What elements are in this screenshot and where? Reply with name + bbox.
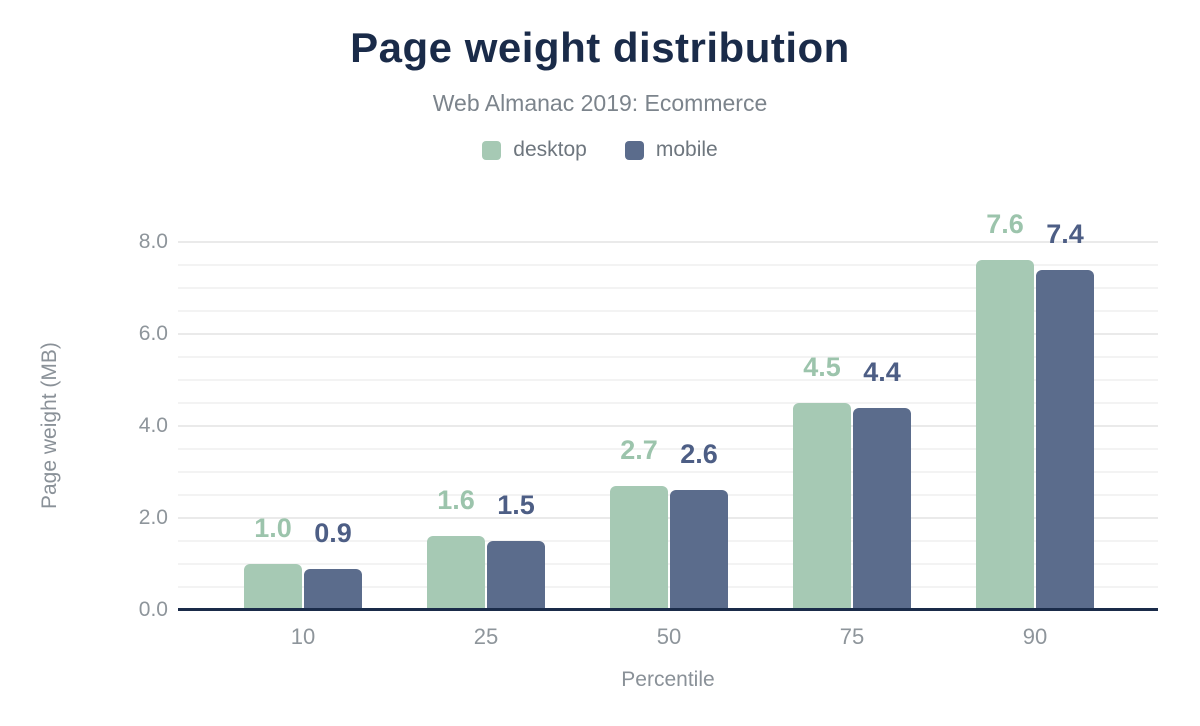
bar-value-desktop-p10: 1.0 bbox=[254, 513, 292, 543]
bar-value-desktop-p90: 7.6 bbox=[986, 209, 1024, 240]
chart-subtitle: Web Almanac 2019: Ecommerce bbox=[432, 90, 768, 116]
bar-value-mobile-p10: 0.9 bbox=[314, 517, 352, 548]
gridline-6.5 bbox=[178, 310, 1158, 312]
gridline-5.5 bbox=[178, 356, 1158, 358]
legend-item-mobile[interactable]: mobile bbox=[624, 138, 718, 162]
gridline-3.0 bbox=[178, 471, 1158, 473]
bar-desktop-p90[interactable] bbox=[976, 260, 1034, 610]
gridline-4.0 bbox=[178, 425, 1158, 427]
x-axis-line bbox=[178, 608, 1158, 611]
gridline-2.0 bbox=[178, 517, 1158, 519]
bar-desktop-p10[interactable] bbox=[244, 564, 302, 610]
x-tick-label-75: 75 bbox=[839, 624, 865, 649]
bar-desktop-p50[interactable] bbox=[610, 485, 668, 610]
gridline-5.0 bbox=[178, 379, 1158, 381]
bar-mobile-p25[interactable] bbox=[487, 541, 545, 610]
chart-title: Page weight distribution bbox=[350, 24, 850, 71]
bar-mobile-p90[interactable] bbox=[1036, 269, 1094, 610]
bar-mobile-p50[interactable] bbox=[670, 490, 728, 610]
x-tick-label-90: 90 bbox=[1022, 624, 1048, 649]
bar-value-desktop-p25: 1.6 bbox=[437, 485, 475, 516]
legend-swatch-desktop-icon bbox=[482, 140, 502, 160]
bar-value-mobile-p25: 1.5 bbox=[497, 490, 535, 520]
legend-swatch-mobile-icon bbox=[624, 140, 644, 160]
bar-value-mobile-p75: 4.4 bbox=[863, 356, 901, 387]
gridline-4.5 bbox=[178, 402, 1158, 404]
gridline-7.0 bbox=[178, 287, 1158, 289]
bar-desktop-p25[interactable] bbox=[427, 536, 485, 610]
gridline-8.0 bbox=[178, 241, 1158, 243]
bar-value-mobile-p90: 7.4 bbox=[1046, 218, 1084, 249]
legend-label-desktop: desktop bbox=[513, 138, 587, 161]
x-tick-label-10: 10 bbox=[290, 624, 316, 649]
gridline-1.5 bbox=[178, 540, 1158, 542]
gridline-1.0 bbox=[178, 563, 1158, 565]
gridline-6.0 bbox=[178, 333, 1158, 335]
y-tick-label-8.0: 8.0 bbox=[138, 230, 168, 253]
x-tick-label-50: 50 bbox=[656, 624, 682, 649]
y-axis-title: Page weight (MB) bbox=[38, 342, 61, 510]
bar-mobile-p75[interactable] bbox=[853, 407, 911, 610]
y-tick-label-0.0: 0.0 bbox=[138, 598, 168, 621]
plot-area: 0.0 2.0 4.0 6.0 8.0 1.0 0.9 10 1.6 1.5 25 2.7 2.6 50 4… bbox=[139, 190, 1158, 649]
bar-value-mobile-p50: 2.6 bbox=[680, 439, 718, 470]
x-axis-title: Percentile bbox=[621, 668, 715, 691]
bar-value-desktop-p50: 2.7 bbox=[620, 434, 658, 465]
y-tick-label-4.0: 4.0 bbox=[138, 414, 168, 437]
bar-desktop-p75[interactable] bbox=[793, 403, 851, 610]
gridline-0.5 bbox=[178, 586, 1158, 588]
gridline-2.5 bbox=[178, 494, 1158, 496]
y-tick-label-6.0: 6.0 bbox=[138, 322, 168, 345]
gridline-7.5 bbox=[178, 264, 1158, 266]
y-tick-label-2.0: 2.0 bbox=[138, 506, 168, 529]
bar-mobile-p10[interactable] bbox=[304, 568, 362, 610]
chart-legend: desktop mobile bbox=[0, 138, 1200, 162]
legend-item-desktop[interactable]: desktop bbox=[482, 138, 587, 162]
gridline-3.5 bbox=[178, 448, 1158, 450]
x-tick-label-25: 25 bbox=[473, 624, 499, 649]
legend-label-mobile: mobile bbox=[655, 138, 718, 161]
bar-value-desktop-p75: 4.5 bbox=[803, 352, 841, 382]
